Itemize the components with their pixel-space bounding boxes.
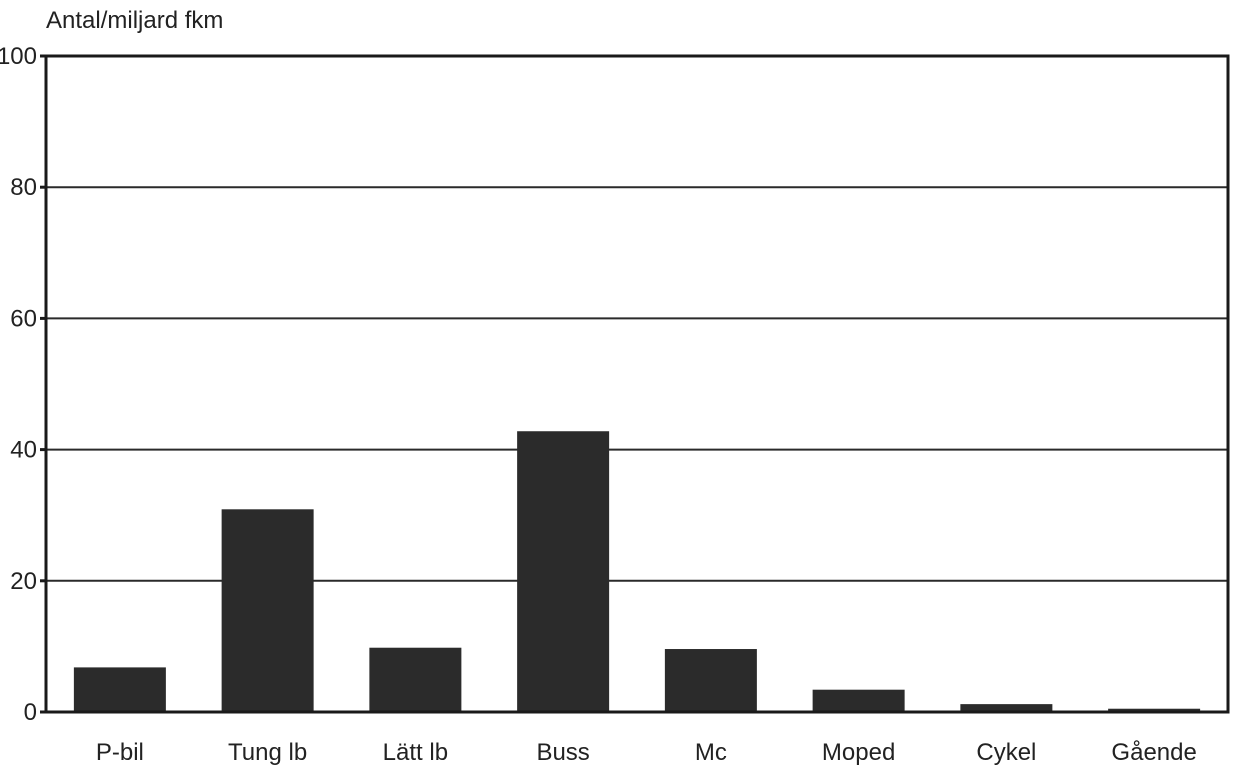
grid-lines (46, 186, 1228, 582)
y-tick-label-40: 40 (10, 437, 37, 464)
bar-tung-lb (221, 509, 314, 712)
y-tick-label-0: 0 (24, 699, 37, 726)
x-tick-label-mc: Mc (695, 739, 727, 766)
y-tick-label-20: 20 (10, 568, 37, 595)
bar-buss (517, 431, 610, 712)
x-tick-label-gående: Gående (1111, 739, 1196, 766)
x-tick-label-buss: Buss (536, 739, 589, 766)
x-tick-label-tung-lb: Tung lb (228, 739, 307, 766)
x-tick-label-p-bil: P-bil (96, 739, 144, 766)
bar-mc (664, 649, 757, 712)
bars (73, 431, 1201, 712)
y-axis-ticks: 0 20 40 60 80 100 (0, 43, 46, 726)
y-tick-label-60: 60 (10, 305, 37, 332)
y-tick-label-100: 100 (0, 43, 37, 70)
bar-lätt-lb (369, 647, 462, 712)
x-tick-label-cykel: Cykel (976, 739, 1036, 766)
y-axis-label: Antal/miljard fkm (46, 7, 223, 34)
x-tick-label-moped: Moped (822, 739, 895, 766)
x-tick-label-lätt-lb: Lätt lb (383, 739, 448, 766)
bar-gående (1108, 708, 1201, 712)
plot-border (44, 54, 1230, 714)
bar-p-bil (73, 667, 166, 712)
x-axis-labels: P-bil Tung lb Lätt lb Buss Mc Moped Cykel Gåend… (96, 739, 1197, 766)
bar-moped (812, 689, 905, 712)
y-tick-label-80: 80 (10, 174, 37, 201)
bar-cykel (960, 704, 1053, 712)
plot-frame (44, 54, 1230, 714)
